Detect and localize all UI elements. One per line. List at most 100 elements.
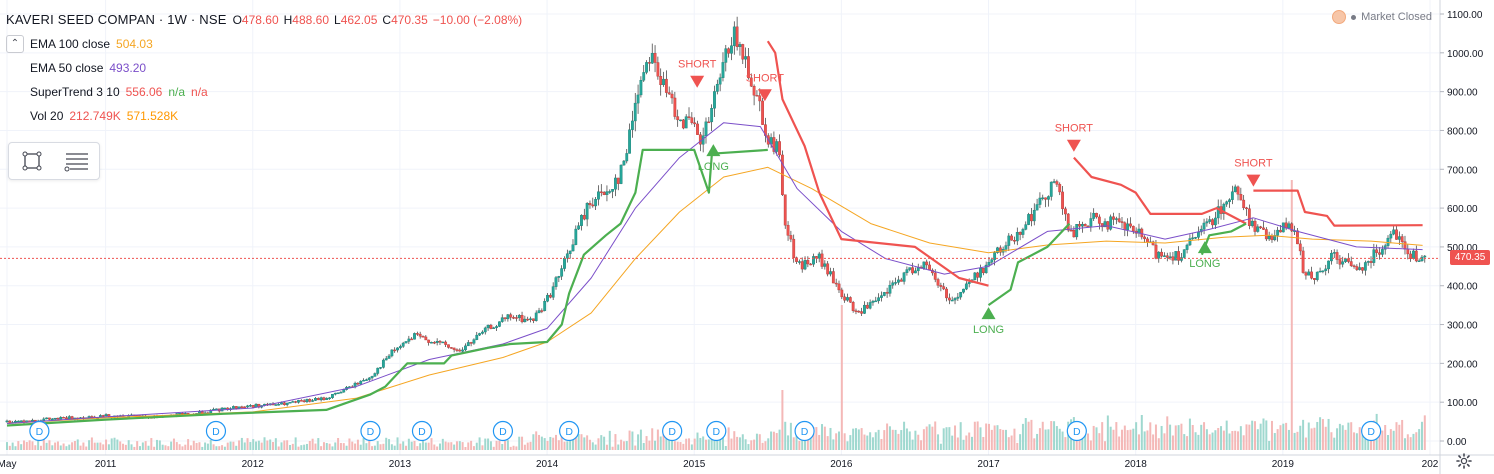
volume-bar [407,438,410,450]
candle-body [438,341,442,343]
candle-body [393,349,397,352]
volume-bar [158,440,161,450]
volume-bar [1304,437,1307,450]
volume-bar [161,444,164,450]
candle-body [1027,214,1031,225]
candle-body [1287,223,1291,229]
candle-body [1409,253,1413,259]
gear-icon[interactable] [1456,453,1472,469]
volume-bar [543,438,546,450]
volume-bar [1265,420,1268,450]
market-status[interactable]: Market Closed [1332,10,1432,24]
candle-body [1202,222,1206,230]
dividend-marker [706,420,727,442]
dividend-label: D [712,426,720,438]
candle-body [237,406,241,409]
volume-bar [76,439,79,450]
candle-body [565,253,569,259]
candle-body [577,225,581,230]
volume-bar [243,442,246,450]
volume-bar [339,442,342,450]
candle-body [560,268,564,277]
candle-body [996,247,999,253]
symbol-title[interactable]: KAVERI SEED COMPAN · 1W · NSE [6,12,227,27]
candle-body [481,331,484,334]
indicator-row[interactable]: EMA 50 close 493.20 [6,56,527,80]
volume-bar [591,442,594,450]
volume-bar [781,390,784,450]
indicator-row[interactable]: ⌃ EMA 100 close 504.03 [6,32,527,56]
volume-bar [6,442,8,450]
volume-bar [198,442,201,450]
candle-body [328,397,332,399]
candle-body [557,276,561,278]
lines-tool-icon[interactable] [62,146,92,176]
volume-bar [1106,415,1109,450]
candle-body [1038,197,1042,205]
candle-body [492,327,496,329]
candle-body [619,164,623,184]
volume-bar [68,444,71,450]
volume-bar [1293,432,1296,450]
volume-bar [837,431,840,450]
candle-body [950,299,954,302]
candle-body [690,117,694,123]
volume-bar [334,442,337,450]
volume-bar [990,429,993,450]
candle-body [1123,222,1127,230]
volume-bar [721,432,724,450]
volume-bar [1361,434,1364,450]
candle-body [936,279,940,286]
indicator-value: 493.20 [109,61,147,75]
candle-body [806,260,810,265]
volume-bar [379,444,382,450]
volume-bar [1089,440,1092,450]
chevron-up-icon[interactable]: ⌃ [6,35,24,53]
volume-bar [956,437,959,450]
candle-body [48,417,51,420]
volume-bar [1047,429,1050,450]
candle-body [1174,251,1178,261]
volume-bar [1053,421,1056,450]
volume-bar [1403,438,1406,450]
drawing-toolbox [8,142,100,180]
volume-bar [1095,427,1098,450]
volume-bar [436,446,439,450]
candle-body [486,324,490,329]
volume-bar [399,443,402,450]
candle-body [897,279,900,283]
candle-body [1341,261,1345,265]
volume-bar [470,440,473,450]
candle-body [475,334,479,340]
candle-body [1392,229,1396,235]
rectangle-tool-icon[interactable] [17,146,47,176]
dividend-label: D [367,426,375,438]
volume-bar [288,444,291,450]
y-tick-label: 500.00 [1447,243,1478,254]
candle-body [1386,237,1390,246]
market-status-text: Market Closed [1361,11,1432,23]
volume-bar [450,442,453,450]
volume-bar [733,431,736,450]
candle-body [826,263,830,275]
candle-body [65,417,68,420]
candle-body [333,392,337,395]
volume-bar [221,445,224,450]
candle-body [288,402,292,404]
candle-body [1044,197,1047,200]
x-tick-label: 2014 [536,459,559,470]
volume-bar [1118,436,1121,450]
volume-bar [1256,429,1259,450]
long-arrow-icon [981,307,996,320]
volume-bar [246,438,249,450]
volume-bar [475,442,478,450]
series-line [6,122,1423,424]
candle-body [1072,230,1076,238]
candle-body [444,341,448,345]
indicator-row[interactable]: Vol 20 212.749K 571.528K [6,104,527,128]
candle-body [650,53,654,64]
volume-bar [710,437,713,450]
candle-body [376,367,380,374]
indicator-row[interactable]: SuperTrend 3 10 556.06 n/a n/a [6,80,527,104]
